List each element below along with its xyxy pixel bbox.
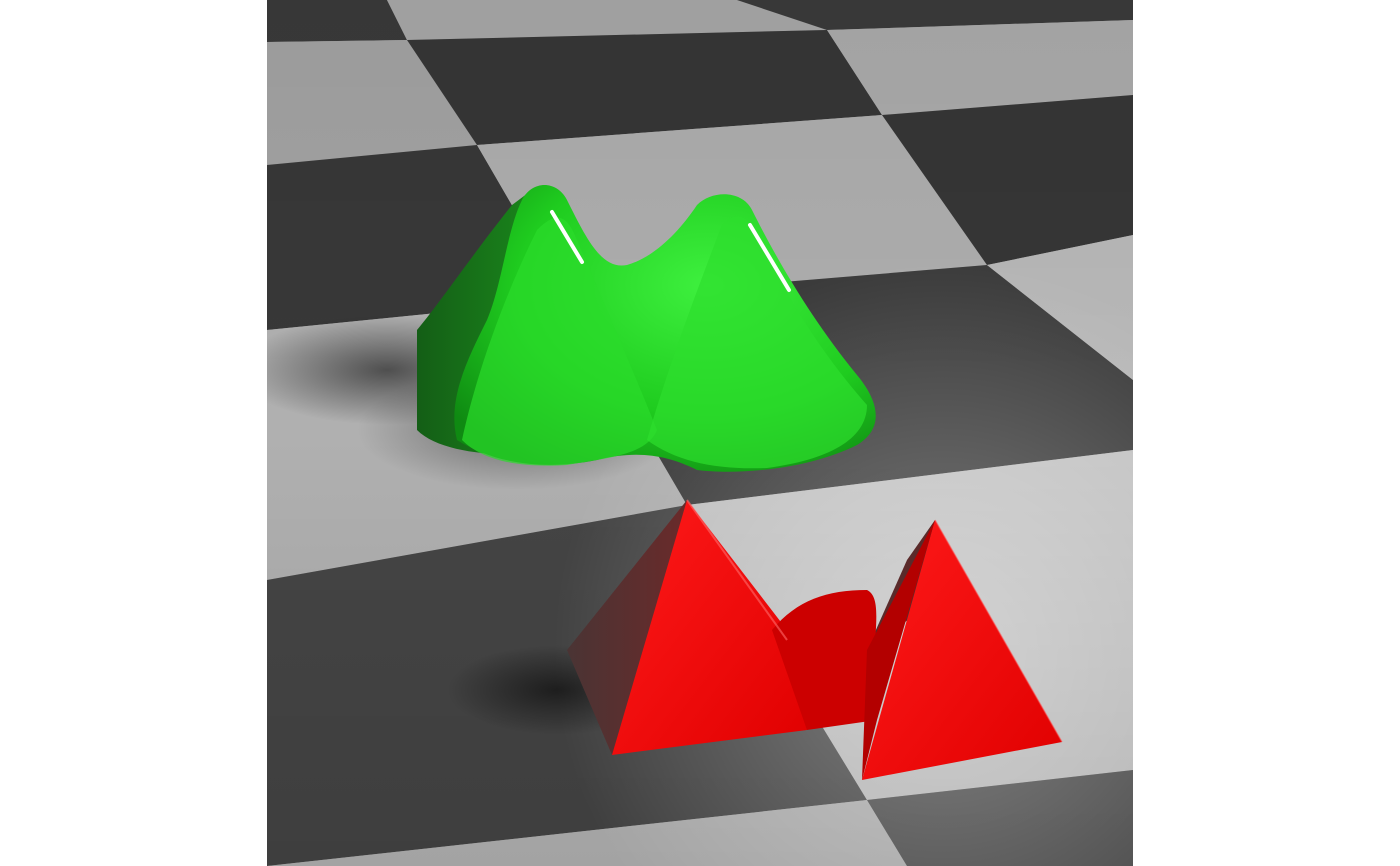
green-twin-peak-object [417,185,876,472]
red-twin-peak-object [567,499,1063,780]
scene-svg [267,0,1133,866]
rendered-scene [267,0,1133,866]
